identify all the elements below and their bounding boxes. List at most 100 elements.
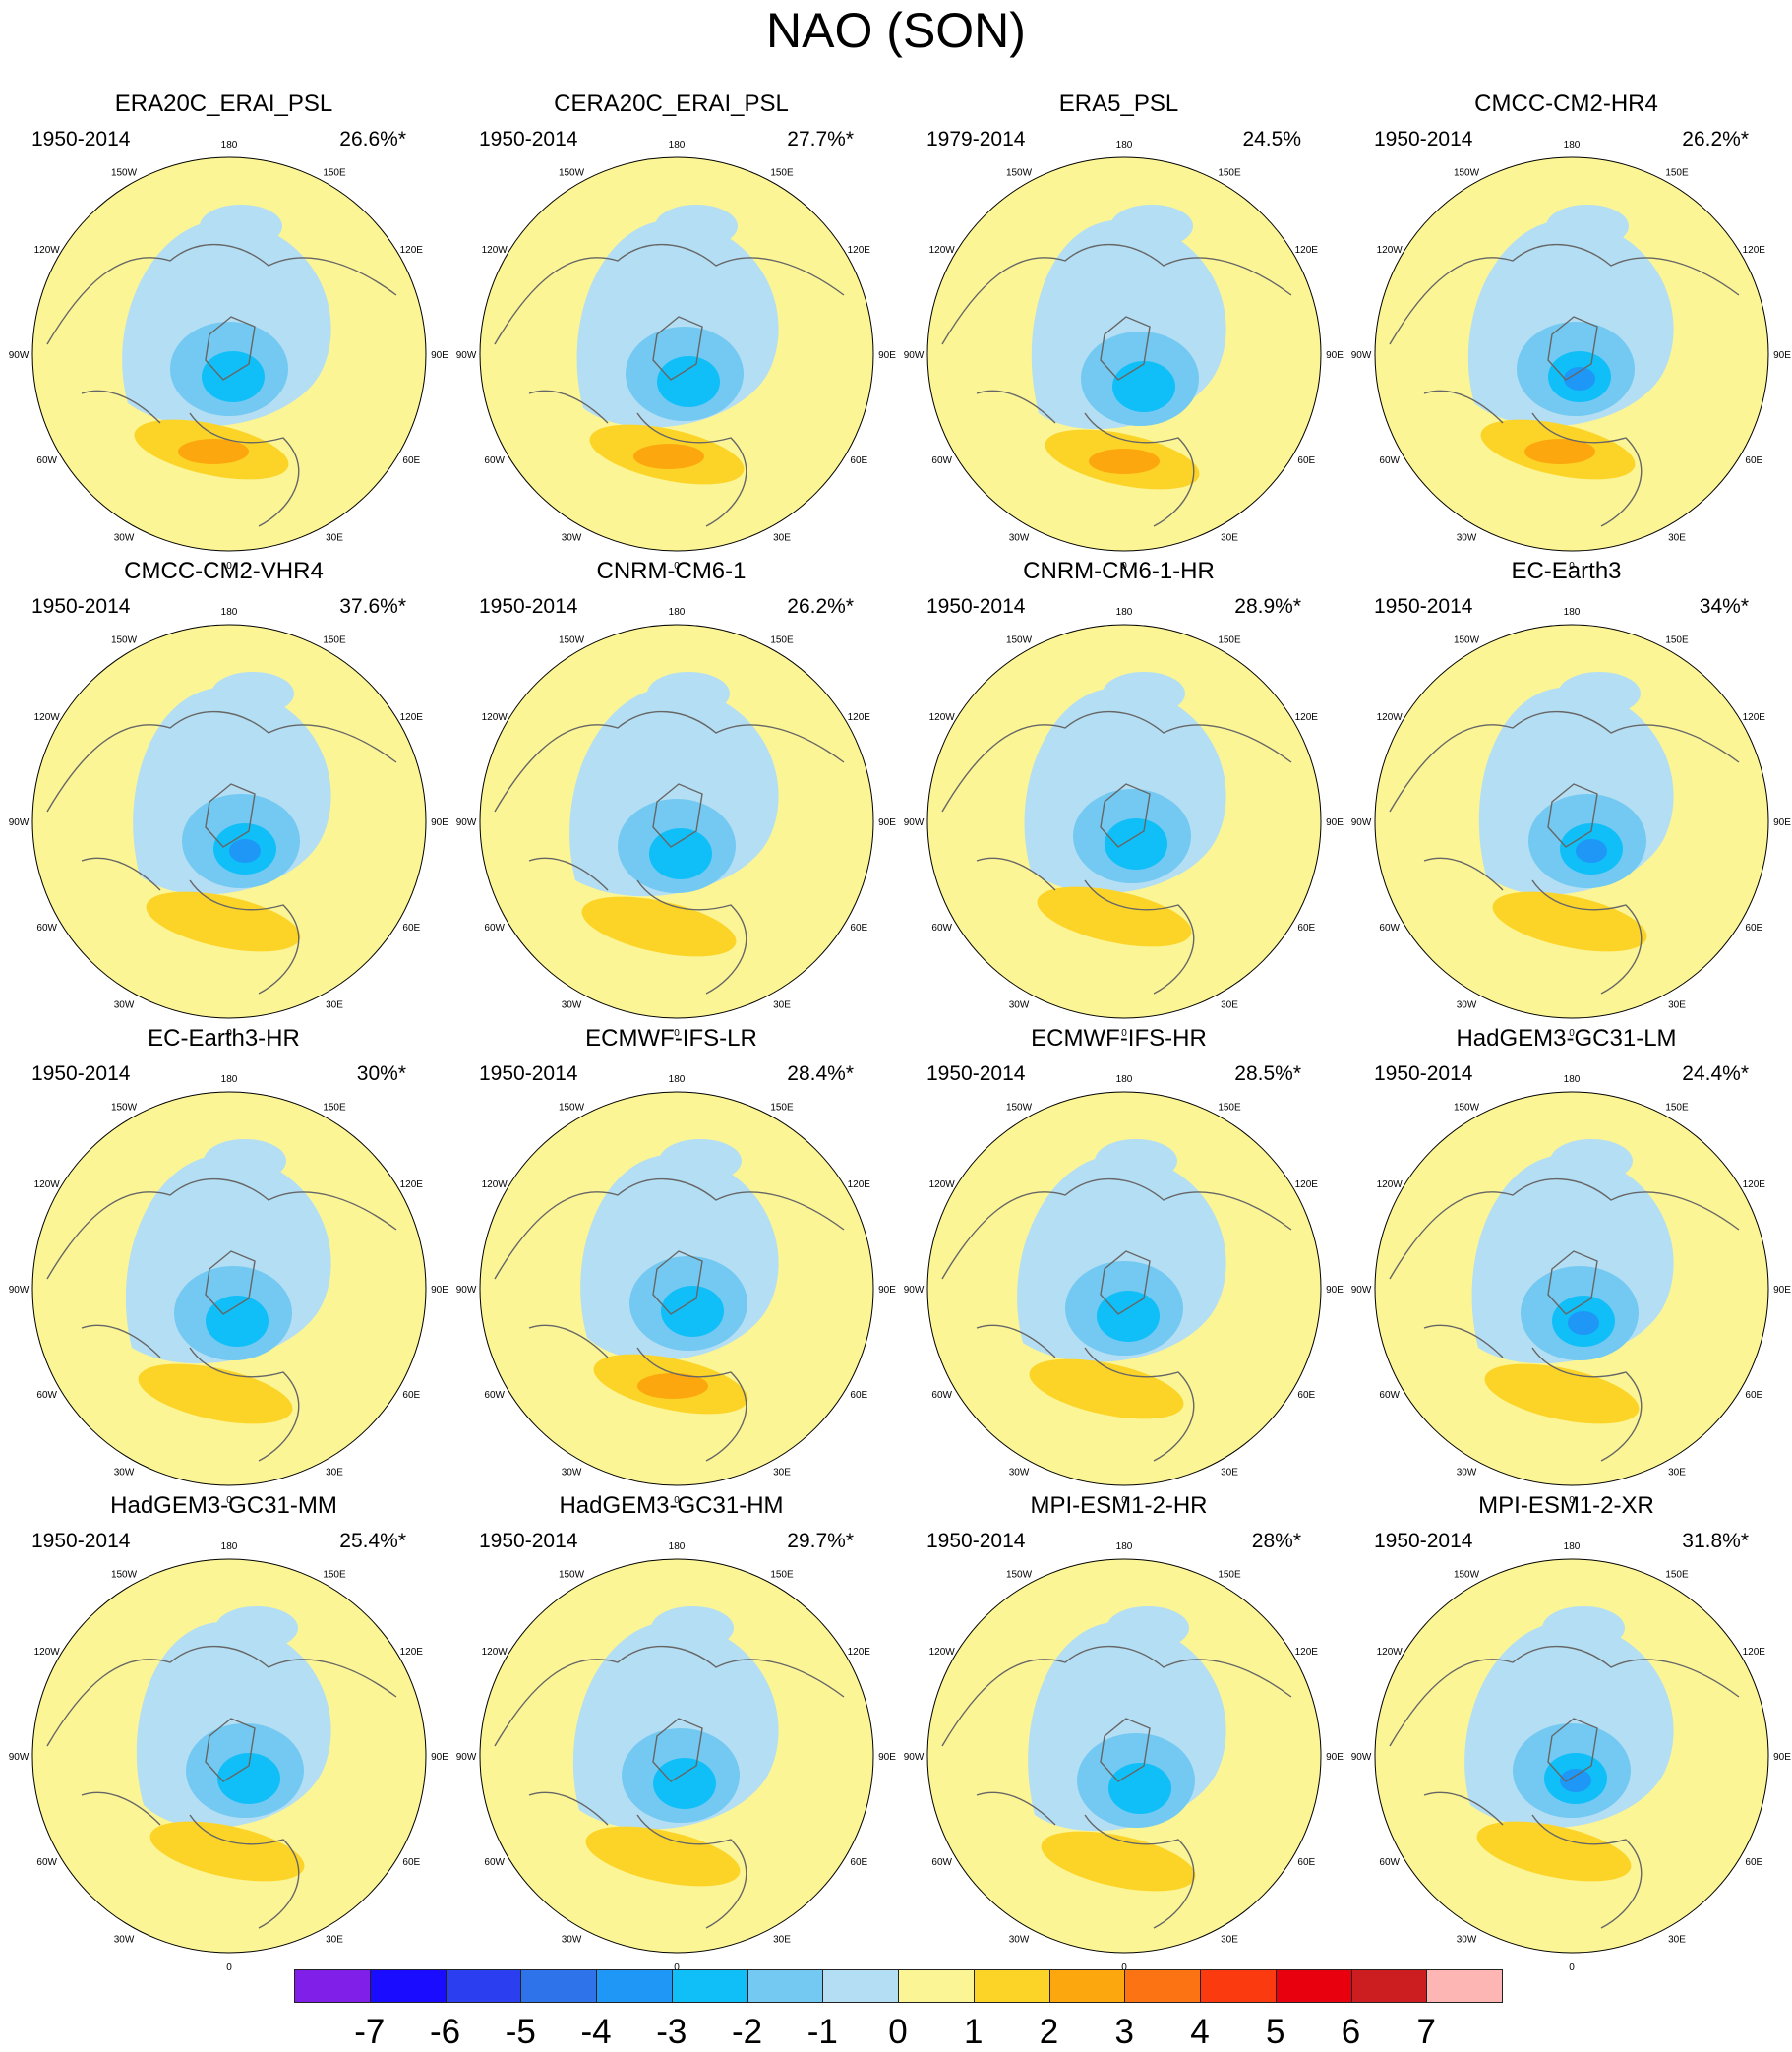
longitude-label: 60E (1297, 455, 1315, 466)
longitude-label: 60W (484, 455, 505, 466)
longitude-label: 90W (9, 817, 30, 828)
map-panel: CERA20C_ERAI_PSL 1950-2014 27.7%* 180 150E 12… (448, 91, 897, 572)
longitude-label: 120E (400, 1647, 424, 1658)
coastline (205, 316, 256, 381)
field-layer (1375, 1559, 1768, 1953)
longitude-label: 30E (1668, 532, 1686, 543)
negative-anomaly-region (1558, 672, 1641, 715)
panel-period: 1950-2014 (31, 1062, 131, 1085)
colorbar-swatch (1275, 1969, 1352, 2003)
map-panel: EC-Earth3-HR 1950-2014 30%* 180 150E 120E 90E 6… (0, 1025, 449, 1506)
longitude-label: 120W (1377, 1647, 1404, 1658)
panel-explained-variance: 26.2%* (1682, 128, 1749, 151)
coastline (652, 316, 703, 381)
map-boundary (31, 624, 427, 1019)
positive-anomaly-center (633, 444, 704, 469)
panel-explained-variance: 31.8%* (1682, 1530, 1749, 1552)
map-panel: MPI-ESM1-2-HR 1950-2014 28%* 180 150E 120E 90E… (895, 1492, 1344, 1973)
polar-map: 180 150E 120E 90E 60E 30E 0 30W 60W 90W 120W 150W (1351, 607, 1792, 1039)
longitude-label: 30W (114, 999, 135, 1010)
colorbar-swatch (520, 1969, 597, 2003)
longitude-label: 90W (456, 817, 477, 828)
panel-explained-variance: 28.9%* (1234, 595, 1301, 618)
panel-title: CMCC-CM2-HR4 (1474, 91, 1658, 117)
colorbar-swatch (1200, 1969, 1277, 2003)
colorbar-swatch (747, 1969, 824, 2003)
coastline (1389, 1645, 1740, 1747)
negative-anomaly-region (200, 205, 282, 248)
longitude-label: 30W (1009, 999, 1030, 1010)
longitude-label: 150W (559, 168, 585, 179)
panel-period: 1950-2014 (1374, 1062, 1473, 1085)
panel-explained-variance: 29.7%* (787, 1530, 854, 1552)
longitude-label: 150E (323, 635, 346, 646)
panel-explained-variance: 25.4%* (339, 1530, 406, 1552)
positive-anomaly-center (178, 439, 249, 464)
longitude-label: 120E (848, 712, 871, 723)
longitude-label: 180 (221, 140, 238, 151)
longitude-label: 90W (456, 1752, 477, 1763)
longitude-label: 120W (929, 245, 956, 256)
coastline (81, 1791, 300, 1929)
longitude-label: 180 (1564, 140, 1581, 151)
map-panel: ECMWF-IFS-LR 1950-2014 28.4%* 180 150E 120E 90… (448, 1025, 897, 1506)
field-layer (480, 625, 873, 1018)
negative-anomaly-region (651, 1606, 734, 1650)
colorbar-tick-label: -3 (656, 2013, 687, 2051)
longitude-label: 60E (402, 1857, 420, 1868)
coastline (941, 243, 1292, 345)
polar-map: 180 150E 120E 90E 60E 30E 0 30W 60W 90W 120W 150W (456, 1541, 897, 1973)
colorbar-tick-label: -1 (806, 2013, 838, 2051)
longitude-label: 0 (1121, 1495, 1127, 1506)
map-boundary (926, 156, 1322, 552)
longitude-label: 180 (669, 1541, 686, 1552)
coastline (1389, 1177, 1740, 1280)
longitude-label: 90W (456, 1285, 477, 1296)
polar-map: 180 150E 120E 90E 60E 30E 0 30W 60W 90W 120W 150W (1351, 1541, 1792, 1973)
longitude-label: 60W (1379, 1857, 1400, 1868)
longitude-label: 120E (848, 1647, 871, 1658)
polar-map: 180 150E 120E 90E 60E 30E 0 30W 60W 90W 120W 150W (456, 140, 897, 572)
longitude-label: 0 (226, 561, 232, 572)
map-panel: CNRM-CM6-1-HR 1950-2014 28.9%* 180 150E 120E 9… (895, 558, 1344, 1039)
longitude-label: 30W (1457, 532, 1477, 543)
longitude-label: 120W (929, 1179, 956, 1190)
coastline (1547, 783, 1598, 848)
longitude-label: 90E (431, 817, 448, 828)
colorbar-swatch (822, 1969, 899, 2003)
map-boundary (1374, 1558, 1769, 1954)
panel-explained-variance: 27.7%* (787, 128, 854, 151)
panel-title: HadGEM3-GC31-LM (1456, 1025, 1677, 1052)
longitude-label: 30W (1009, 1934, 1030, 1945)
longitude-label: 30W (562, 1934, 582, 1945)
panel-period: 1950-2014 (1374, 1530, 1473, 1552)
positive-anomaly-region (1476, 1821, 1632, 1882)
longitude-label: 90E (1326, 1285, 1344, 1296)
colorbar-tick-label: 6 (1341, 2013, 1361, 2051)
longitude-label: 60W (484, 923, 505, 934)
field-layer (1375, 1092, 1768, 1485)
negative-anomaly-peak (1576, 839, 1607, 863)
coastline (46, 1645, 397, 1747)
longitude-label: 90E (1773, 1752, 1791, 1763)
coastline (494, 243, 845, 345)
negative-anomaly-region (204, 1139, 286, 1182)
negative-anomaly-region (659, 1139, 742, 1182)
coastline (1100, 1718, 1151, 1782)
panel-title: ERA20C_ERAI_PSL (114, 91, 333, 117)
longitude-label: 60W (36, 455, 57, 466)
longitude-label: 120W (34, 245, 61, 256)
longitude-label: 120E (1743, 1179, 1766, 1190)
map-boundary (479, 1558, 874, 1954)
longitude-label: 150E (1218, 168, 1241, 179)
panel-explained-variance: 37.6%* (339, 595, 406, 618)
longitude-label: 0 (1569, 1028, 1575, 1039)
coastline (1389, 243, 1740, 345)
map-panel: CMCC-CM2-VHR4 1950-2014 37.6%* 180 150E 120E 9… (0, 558, 449, 1039)
longitude-label: 30E (1668, 999, 1686, 1010)
negative-anomaly-region (1546, 205, 1629, 248)
positive-anomaly-center (637, 1373, 708, 1399)
longitude-label: 150E (323, 1103, 346, 1114)
coastline (941, 1645, 1292, 1747)
